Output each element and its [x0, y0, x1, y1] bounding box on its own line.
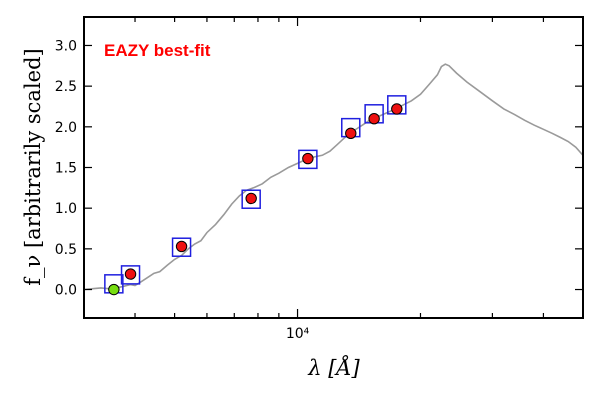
- observed-flux-point: [245, 192, 257, 205]
- plot-frame: [83, 16, 584, 319]
- model-flux-box: [120, 265, 141, 285]
- x-tick-label: 10⁴: [286, 326, 310, 342]
- observed-flux-point: [302, 152, 314, 165]
- y-axis-label: f_ν [arbitrarily scaled]: [21, 48, 45, 285]
- observed-flux-point: [368, 112, 380, 125]
- y-tick-label: 0.5: [55, 242, 77, 258]
- observed-flux-point: [345, 127, 357, 140]
- y-tick-label: 0.0: [55, 283, 77, 299]
- axis-ticks: 0.0 0.5 1.0 1.5 2.0 2.5 3.0 10⁴: [55, 17, 583, 342]
- y-tick-label: 2.0: [55, 120, 77, 136]
- model-flux-box: [171, 237, 192, 257]
- y-tick-label: 1.0: [55, 201, 77, 217]
- y-tick-label: 1.5: [55, 161, 77, 177]
- observed-flux-point: [391, 103, 403, 115]
- eazy-annotation: EAZY best-fit: [104, 41, 211, 60]
- y-tick-label: 3.0: [55, 38, 77, 54]
- x-axis-label: λ [Å]: [307, 355, 360, 380]
- observed-flux-point: [175, 240, 188, 253]
- sed-line: [84, 63, 583, 291]
- model-flux-box: [298, 149, 318, 170]
- observed-flux-point: [124, 268, 137, 280]
- model-flux-box: [241, 189, 261, 209]
- plot-content: [84, 63, 583, 296]
- y-tick-label: 2.5: [55, 79, 77, 95]
- observed-flux-point-alt: [108, 283, 120, 296]
